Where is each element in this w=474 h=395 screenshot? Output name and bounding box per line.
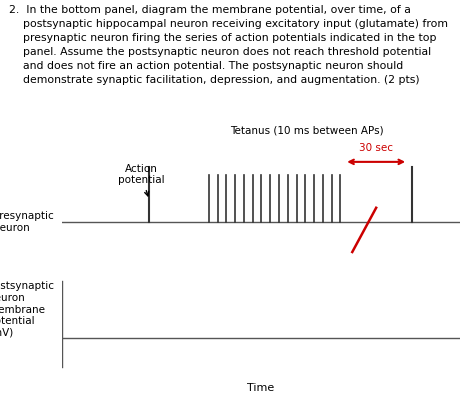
Text: Presynaptic
neuron: Presynaptic neuron	[0, 211, 54, 233]
Text: 30 sec: 30 sec	[359, 143, 393, 153]
Text: Postsynaptic
neuron
membrane
potential
(mV): Postsynaptic neuron membrane potential (…	[0, 282, 54, 338]
Text: Time: Time	[247, 383, 274, 393]
Text: Action
potential: Action potential	[118, 164, 164, 196]
Text: Tetanus (10 ms between APs): Tetanus (10 ms between APs)	[230, 125, 383, 135]
Text: 2.  In the bottom panel, diagram the membrane potential, over time, of a
    pos: 2. In the bottom panel, diagram the memb…	[9, 4, 448, 85]
